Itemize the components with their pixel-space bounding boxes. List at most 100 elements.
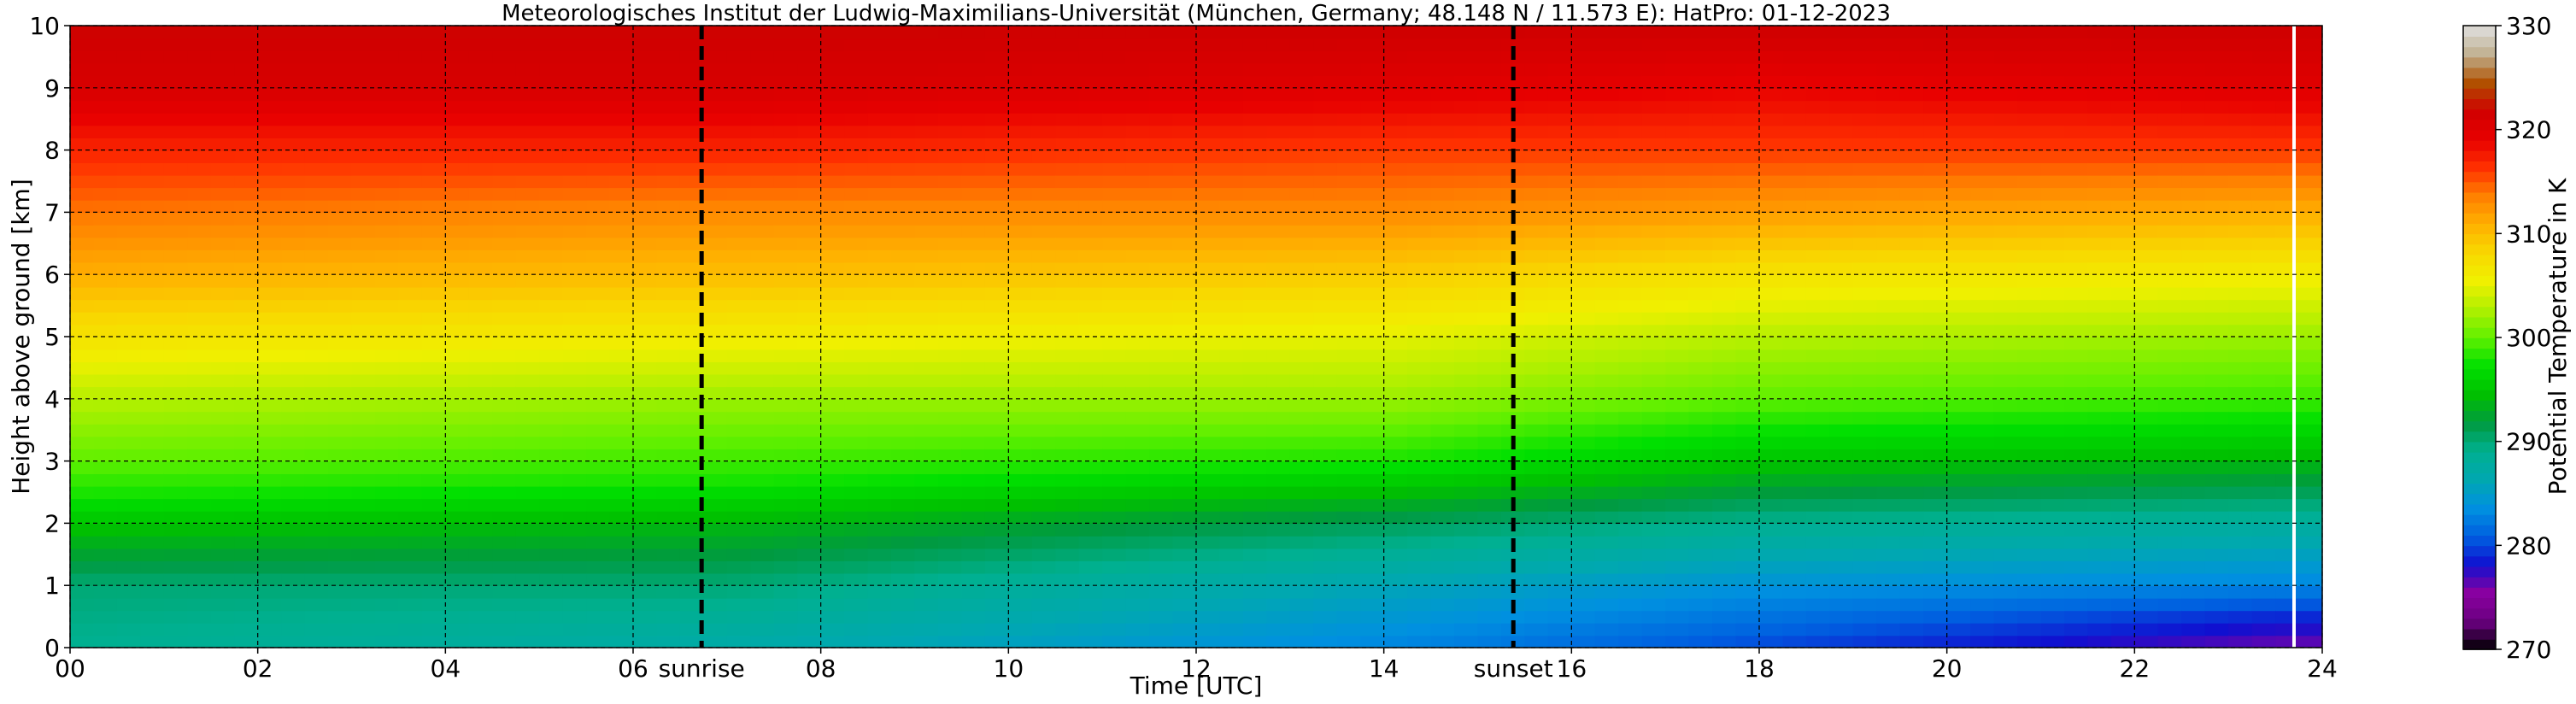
heatmap-cell bbox=[116, 324, 142, 337]
heatmap-cell bbox=[820, 622, 845, 637]
colorbar-swatch bbox=[2463, 451, 2496, 463]
heatmap-cell bbox=[328, 187, 353, 201]
heatmap-cell bbox=[2251, 473, 2276, 487]
heatmap-cell bbox=[1008, 536, 1033, 549]
heatmap-cell bbox=[1852, 622, 1878, 637]
heatmap-cell bbox=[1102, 50, 1127, 64]
heatmap-cell bbox=[1360, 510, 1385, 525]
heatmap-cell bbox=[210, 237, 236, 250]
heatmap-cell bbox=[1196, 38, 1221, 51]
heatmap-cell bbox=[609, 237, 634, 250]
heatmap-cell bbox=[421, 50, 447, 64]
heatmap-cell bbox=[375, 373, 400, 388]
heatmap-cell bbox=[1454, 26, 1479, 39]
heatmap-cell bbox=[1852, 436, 1878, 449]
heatmap-cell bbox=[2134, 337, 2159, 350]
heatmap-cell bbox=[1055, 361, 1080, 375]
heatmap-cell bbox=[984, 199, 1010, 214]
heatmap-cell bbox=[1501, 423, 1526, 437]
heatmap-cell bbox=[1524, 50, 1549, 64]
heatmap-cell bbox=[1970, 187, 1995, 201]
heatmap-cell bbox=[2204, 212, 2229, 226]
heatmap-cell bbox=[1829, 523, 1854, 537]
heatmap-cell bbox=[1242, 138, 1268, 151]
heatmap-cell bbox=[492, 485, 517, 500]
heatmap-cell bbox=[116, 75, 142, 89]
heatmap-cell bbox=[398, 38, 423, 51]
heatmap-cell bbox=[914, 572, 939, 586]
colorbar-swatch bbox=[2463, 306, 2496, 318]
heatmap-cell bbox=[1594, 225, 1620, 238]
heatmap-cell bbox=[797, 485, 822, 500]
heatmap-cell bbox=[679, 286, 705, 301]
heatmap-cell bbox=[1313, 162, 1338, 176]
heatmap-cell bbox=[304, 237, 329, 250]
heatmap-cell bbox=[210, 187, 236, 201]
heatmap-cell bbox=[328, 138, 353, 151]
heatmap-cell bbox=[2064, 610, 2089, 624]
heatmap-cell bbox=[1008, 87, 1033, 102]
colorbar-swatch bbox=[2463, 472, 2496, 484]
heatmap-cell bbox=[163, 62, 189, 77]
heatmap-cell bbox=[1735, 436, 1760, 449]
heatmap-cell bbox=[1876, 237, 1901, 250]
heatmap-cell bbox=[1852, 311, 1878, 326]
heatmap-cell bbox=[844, 286, 869, 301]
heatmap-cell bbox=[679, 572, 705, 586]
heatmap-cell bbox=[1407, 261, 1432, 275]
heatmap-cell bbox=[891, 498, 916, 512]
heatmap-cell bbox=[210, 249, 236, 263]
heatmap-cell bbox=[375, 150, 400, 163]
heatmap-cell bbox=[2064, 485, 2089, 500]
heatmap-cell bbox=[2040, 150, 2065, 163]
heatmap-cell bbox=[1759, 286, 1784, 301]
heatmap-cell bbox=[1993, 311, 2018, 326]
heatmap-cell bbox=[1712, 50, 1737, 64]
heatmap-cell bbox=[1430, 635, 1455, 648]
heatmap-cell bbox=[1360, 26, 1385, 39]
heatmap-cell bbox=[1360, 597, 1385, 612]
heatmap-cell bbox=[1454, 498, 1479, 512]
y-tick-label: 1 bbox=[44, 572, 60, 600]
heatmap-cell bbox=[70, 87, 95, 102]
heatmap-cell bbox=[140, 199, 165, 214]
heatmap-cell bbox=[1360, 75, 1385, 89]
heatmap-cell bbox=[328, 125, 353, 138]
heatmap-cell bbox=[867, 498, 892, 512]
heatmap-cell bbox=[2064, 572, 2089, 586]
heatmap-cell bbox=[1031, 299, 1057, 313]
heatmap-cell bbox=[1242, 361, 1268, 375]
heatmap-cell bbox=[1149, 26, 1174, 39]
heatmap-cell bbox=[351, 373, 376, 388]
heatmap-cell bbox=[398, 423, 423, 437]
heatmap-cell bbox=[328, 423, 353, 437]
heatmap-cell bbox=[1547, 162, 1573, 176]
heatmap-cell bbox=[93, 87, 118, 102]
heatmap-cell bbox=[1618, 361, 1643, 375]
heatmap-cell bbox=[2134, 87, 2159, 102]
heatmap-cell bbox=[1712, 398, 1737, 413]
heatmap-cell bbox=[304, 138, 329, 151]
y-axis-label: Height above ground [km] bbox=[7, 179, 35, 495]
heatmap-cell bbox=[984, 485, 1010, 500]
heatmap-cell bbox=[1946, 622, 1971, 637]
heatmap-cell bbox=[1219, 150, 1244, 163]
heatmap-cell bbox=[515, 349, 540, 362]
heatmap-cell bbox=[1899, 324, 1925, 337]
heatmap-cell bbox=[398, 324, 423, 337]
heatmap-cell bbox=[70, 597, 95, 612]
heatmap-cell bbox=[375, 162, 400, 176]
heatmap-cell bbox=[2040, 386, 2065, 400]
heatmap-cell bbox=[1055, 536, 1080, 549]
heatmap-cell bbox=[586, 411, 611, 425]
heatmap-cell bbox=[1735, 572, 1760, 586]
heatmap-cell bbox=[445, 62, 470, 77]
heatmap-cell bbox=[1102, 274, 1127, 288]
heatmap-cell bbox=[1923, 174, 1948, 189]
heatmap-cell bbox=[2181, 38, 2206, 51]
heatmap-cell bbox=[2110, 225, 2136, 238]
heatmap-cell bbox=[1759, 373, 1784, 388]
heatmap-cell bbox=[351, 112, 376, 126]
heatmap-cell bbox=[1688, 498, 1713, 512]
heatmap-cell bbox=[609, 423, 634, 437]
